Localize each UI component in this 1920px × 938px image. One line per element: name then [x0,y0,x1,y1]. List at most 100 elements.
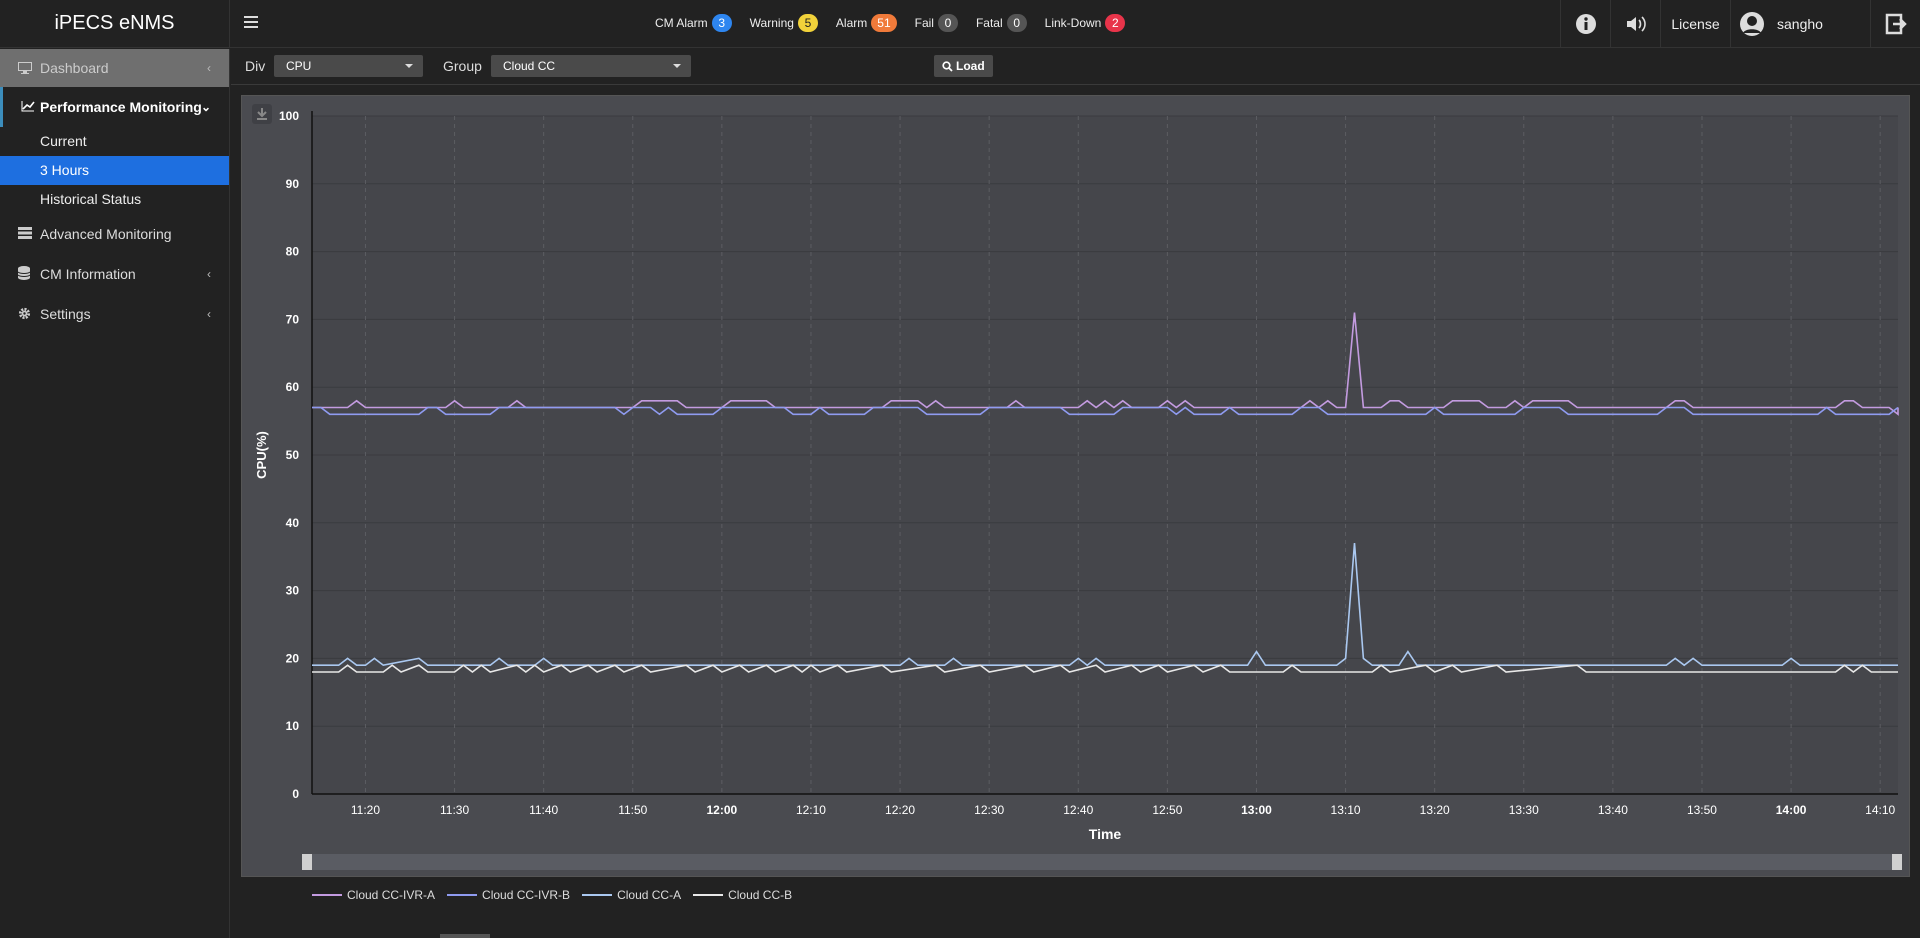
alarm-fail[interactable]: Fail 0 [915,14,958,32]
chevron-left-icon: ‹ [207,61,211,75]
x-tick-label: 13:20 [1420,803,1450,817]
logout-icon[interactable] [1870,0,1920,48]
range-navigator [302,854,1902,870]
alarm-label: Link-Down [1044,16,1102,30]
sidebar: Dashboard ‹ Performance Monitoring ⌄ Cur… [0,49,230,938]
legend-label: Cloud CC-B [728,888,793,902]
status-badge: 2 [1105,14,1126,32]
sidebar-subitem-current[interactable]: Current [40,133,87,149]
x-axis-title: Time [1089,826,1122,842]
status-badge: 5 [797,14,818,32]
x-tick-label: 13:00 [1241,803,1272,817]
sidebar-item-advanced-monitoring[interactable]: Advanced Monitoring [0,214,229,254]
sidebar-item-performance-monitoring[interactable]: Performance Monitoring ⌄ [0,87,229,127]
y-tick-label: 20 [286,651,300,665]
legend-swatch [312,894,342,896]
legend-label: Cloud CC-A [617,888,682,902]
sound-icon[interactable] [1610,0,1660,48]
sidebar-item-label: Performance Monitoring [40,99,202,115]
div-select[interactable]: CPU [274,55,423,77]
y-tick-label: 30 [286,584,300,598]
legend-item[interactable]: Cloud CC-A [582,888,681,902]
y-tick-label: 40 [286,516,300,530]
status-badge: 3 [711,14,732,32]
app-title[interactable]: iPECS eNMS [0,0,230,48]
caret-down-icon [405,64,413,68]
avatar-icon [1740,12,1764,36]
x-tick-label: 12:10 [796,803,826,817]
group-label: Group [443,58,482,74]
legend-item[interactable]: Cloud CC-IVR-A [312,888,435,902]
alarm-label: Fail [914,16,934,30]
y-tick-label: 50 [286,448,300,462]
sidebar-subitem-historical-status[interactable]: Historical Status [40,191,142,207]
top-right-menu: License sangho [1560,0,1920,48]
series-line [312,664,1898,674]
alarm-label: Warning [749,16,794,30]
x-tick-label: 12:50 [1152,803,1182,817]
gear-icon [18,294,34,332]
x-tick-label: 13:30 [1509,803,1539,817]
load-button[interactable]: Load [934,55,993,77]
monitor-icon [18,49,34,87]
y-axis-title: CPU(%) [254,431,269,479]
x-tick-label: 11:20 [351,803,380,817]
user-name: sangho [1777,16,1823,32]
sidebar-subitem-3-hours[interactable]: 3 Hours [0,156,229,185]
group-select[interactable]: Cloud CC [491,55,691,77]
alarm-summary: CM Alarm 3 Warning 5 Alarm 51 Fail 0 Fatal 0 Link-… [655,14,1143,32]
alarm-warning[interactable]: Warning 5 [750,14,818,32]
user-menu[interactable]: sangho [1730,0,1870,48]
legend-swatch [582,894,613,896]
y-tick-label: 80 [286,245,300,259]
legend-item[interactable]: Cloud CC-IVR-B [447,888,570,902]
alarm-label: Alarm [835,16,868,30]
info-icon[interactable] [1560,0,1610,48]
series-line [312,312,1899,416]
top-navbar: iPECS eNMS CM Alarm 3 Warning 5 Alarm 51 Fail 0… [0,0,1920,48]
alarm-link-down[interactable]: Link-Down 2 [1045,14,1126,32]
download-icon [257,108,267,120]
sidebar-item-cm-information[interactable]: CM Information ‹ [0,254,229,294]
alarm-alarm[interactable]: Alarm 51 [836,14,897,32]
sidebar-item-dashboard[interactable]: Dashboard ‹ [0,49,229,87]
chevron-left-icon: ‹ [207,307,211,321]
license-link[interactable]: License [1660,0,1730,48]
x-tick-label: 14:10 [1865,803,1895,817]
sidebar-item-settings[interactable]: Settings ‹ [0,294,229,334]
x-tick-label: 11:40 [529,803,558,817]
alarm-label: CM Alarm [655,16,708,30]
range-handle-left [302,854,312,870]
range-handle-right [1892,854,1902,870]
legend-swatch [447,894,478,896]
line-chart-icon [21,87,37,125]
x-tick-label: 12:20 [885,803,915,817]
x-tick-label: 11:50 [618,803,647,817]
alarm-fatal[interactable]: Fatal 0 [976,14,1027,32]
x-tick-label: 11:30 [440,803,469,817]
x-tick-label: 12:00 [707,803,738,817]
status-badge: 0 [937,14,958,32]
legend-label: Cloud CC-IVR-A [347,888,436,902]
y-tick-label: 0 [292,787,299,801]
menu-toggle-icon[interactable] [244,13,258,31]
alarm-cm-alarm[interactable]: CM Alarm 3 [655,14,732,32]
legend-label: Cloud CC-IVR-B [482,888,571,902]
legend-item[interactable]: Cloud CC-B [693,888,792,902]
y-tick-label: 70 [286,312,300,326]
y-tick-label: 90 [286,177,300,191]
chart-legend: Cloud CC-IVR-A Cloud CC-IVR-B Cloud CC-A Cl… [312,888,804,902]
y-tick-label: 100 [279,109,299,123]
series-line [312,543,1898,667]
x-tick-label: 13:40 [1598,803,1628,817]
filter-bar: Div CPU Group Cloud CC Load [231,49,1920,85]
horizontal-scrollbar[interactable] [440,934,490,938]
cpu-chart-panel: 0 10 20 30 40 50 60 70 80 90 100 11:20 11:30 11:40 11:… [241,95,1910,877]
sidebar-item-label: Dashboard [40,60,109,76]
server-icon [18,214,34,252]
y-tick-label: 60 [286,380,300,394]
div-label: Div [245,58,266,74]
x-tick-label: 12:30 [974,803,1004,817]
alarm-label: Fatal [975,16,1003,30]
x-tick-label: 12:40 [1063,803,1093,817]
